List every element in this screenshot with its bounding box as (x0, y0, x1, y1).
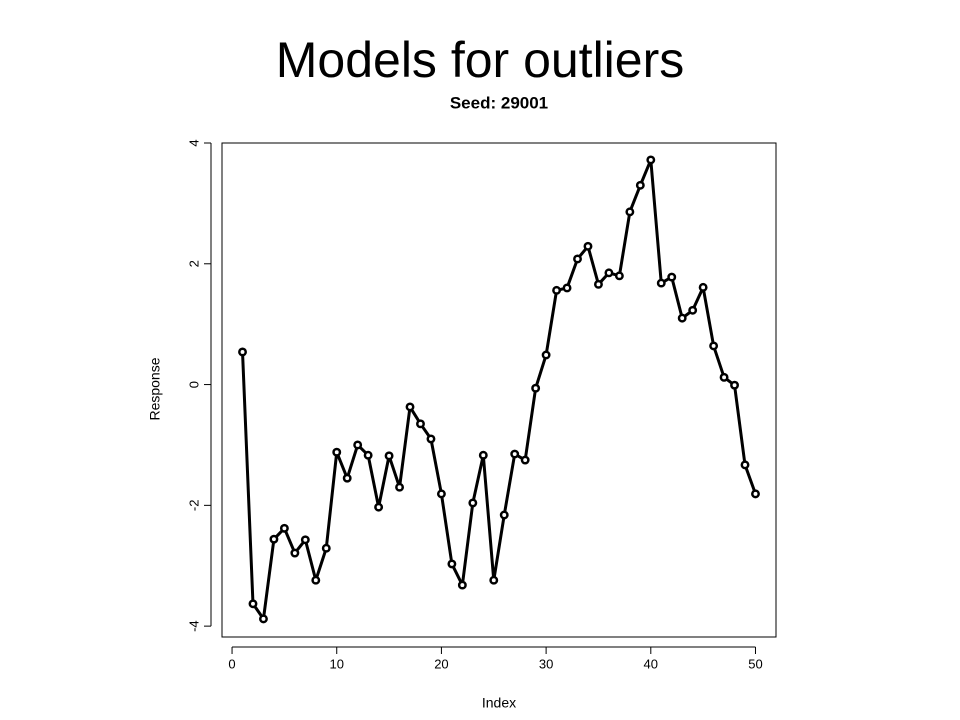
data-point (614, 271, 624, 281)
data-point (468, 498, 478, 508)
y-tick-label: 2 (186, 260, 201, 267)
data-point (751, 489, 760, 499)
data-point (279, 523, 289, 533)
data-point (730, 380, 739, 390)
x-tick-label: 0 (228, 656, 235, 671)
data-point (374, 502, 384, 512)
y-tick-label: 0 (186, 381, 201, 388)
data-point (416, 419, 425, 429)
data-point (531, 383, 541, 393)
x-tick-label: 20 (434, 656, 448, 671)
data-point (300, 535, 310, 545)
data-point (489, 575, 499, 585)
data-point (677, 313, 687, 323)
data-point (604, 268, 614, 278)
data-point (384, 451, 394, 461)
x-axis-label: Index (482, 695, 516, 711)
data-point (259, 614, 268, 624)
data-point (573, 254, 582, 264)
data-point (552, 285, 562, 295)
data-point (520, 455, 530, 465)
data-point (740, 460, 750, 470)
data-point (426, 434, 436, 444)
y-tick-label: 4 (186, 139, 201, 146)
data-point (447, 559, 457, 569)
data-point (478, 450, 488, 460)
data-point (457, 580, 467, 590)
data-point (248, 599, 258, 609)
data-point (562, 283, 572, 293)
data-point (541, 350, 551, 360)
data-point (688, 305, 698, 315)
data-point (238, 347, 247, 357)
data-point (269, 534, 279, 544)
data-point (311, 575, 321, 585)
data-point (405, 402, 415, 412)
data-point (342, 473, 352, 483)
data-point (290, 548, 300, 558)
data-point (625, 207, 635, 217)
data-point (510, 449, 520, 459)
data-point (719, 372, 729, 382)
plot-frame (221, 142, 777, 638)
data-point (353, 440, 363, 450)
y-tick-label: -2 (186, 500, 201, 512)
data-point (436, 489, 446, 499)
chart-title: Seed: 29001 (450, 93, 548, 112)
data-point (363, 450, 373, 460)
data-point (332, 447, 342, 457)
data-point (321, 543, 331, 553)
x-tick-label: 50 (748, 656, 762, 671)
data-point (698, 282, 708, 292)
x-tick-label: 30 (539, 656, 553, 671)
data-point (395, 482, 404, 492)
slide-title: Models for outliers (276, 32, 685, 88)
data-point (646, 155, 656, 165)
y-axis-label: Response (147, 357, 163, 420)
data-point (594, 279, 603, 289)
data-point (499, 510, 509, 520)
data-point (656, 278, 666, 288)
x-tick-label: 40 (644, 656, 658, 671)
data-point (667, 272, 677, 282)
y-tick-label: -4 (186, 620, 201, 632)
data-point (635, 180, 645, 190)
data-point (583, 241, 593, 251)
data-line (241, 158, 757, 621)
x-tick-label: 10 (330, 656, 344, 671)
data-point (709, 341, 719, 351)
